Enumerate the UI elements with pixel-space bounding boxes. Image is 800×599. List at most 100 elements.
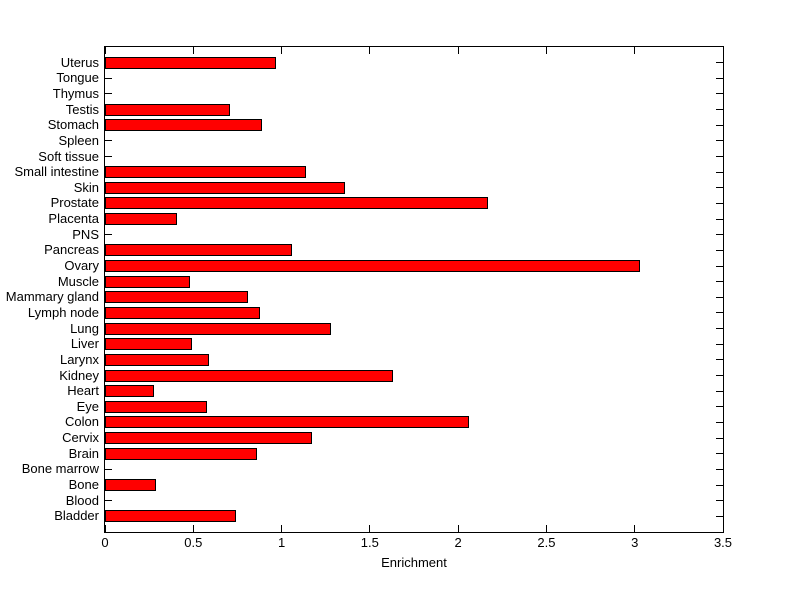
x-axis-tick-label: 1.5: [360, 535, 379, 550]
y-tick-mark: [105, 93, 112, 95]
y-tick-mark: [105, 77, 112, 79]
y-tick-mark: [716, 218, 723, 220]
y-tick-mark: [716, 187, 723, 189]
y-axis-label-kidney: Kidney: [59, 367, 99, 383]
y-tick-mark: [716, 421, 723, 423]
y-tick-mark: [716, 124, 723, 126]
bar-larynx: [105, 353, 210, 366]
x-axis-tick-label: 0: [101, 535, 109, 550]
bar-uterus: [105, 56, 277, 69]
y-axis-labels: Uterus Tongue Thymus Testis Stomach Spleen Sof…: [0, 47, 99, 532]
y-tick-mark: [716, 296, 723, 298]
x-tick-mark: [369, 47, 371, 54]
y-tick-mark: [716, 234, 723, 236]
bar-lymph-node: [105, 306, 261, 319]
x-tick-mark: [457, 47, 459, 54]
bar-lung: [105, 322, 331, 335]
x-tick-mark: [104, 525, 106, 532]
y-tick-mark: [716, 406, 723, 408]
bar-colon: [105, 416, 469, 429]
x-tick-mark: [634, 47, 636, 54]
y-tick-mark: [716, 468, 723, 470]
y-axis-label-uterus: Uterus: [60, 54, 99, 70]
y-axis-label-stomach: Stomach: [47, 117, 99, 133]
bar-kidney: [105, 369, 393, 382]
bar-brain: [105, 447, 257, 460]
y-tick-mark: [105, 140, 112, 142]
y-axis-label-bladder: Bladder: [54, 508, 99, 524]
x-axis-title: Enrichment: [381, 555, 447, 570]
y-tick-mark: [716, 62, 723, 64]
y-axis-label-prostate: Prostate: [50, 195, 99, 211]
y-tick-mark: [716, 500, 723, 502]
y-axis-label-thymus: Thymus: [52, 85, 99, 101]
y-axis-label-small-intestine: Small intestine: [14, 164, 99, 180]
y-axis-label-eye: Eye: [76, 398, 99, 414]
y-tick-mark: [716, 437, 723, 439]
y-axis-label-blood: Blood: [65, 492, 99, 508]
bar-pancreas: [105, 244, 293, 257]
y-tick-mark: [716, 171, 723, 173]
x-tick-mark: [722, 47, 724, 54]
y-tick-mark: [716, 77, 723, 79]
x-axis-tick-label: 3: [631, 535, 639, 550]
y-tick-mark: [716, 375, 723, 377]
y-axis-label-bone: Bone: [68, 477, 99, 493]
y-tick-mark: [716, 453, 723, 455]
x-tick-mark: [369, 525, 371, 532]
y-axis-label-muscle: Muscle: [57, 273, 99, 289]
y-axis-label-brain: Brain: [68, 445, 99, 461]
x-tick-mark: [192, 525, 194, 532]
y-axis-label-lymph-node: Lymph node: [27, 304, 99, 320]
x-axis-tick-label: 1: [277, 535, 286, 550]
y-axis-label-skin: Skin: [73, 179, 99, 195]
y-axis-label-spleen: Spleen: [58, 132, 99, 148]
y-tick-mark: [716, 265, 723, 267]
x-axis-tick-label: 2: [454, 535, 462, 550]
y-axis-label-testis: Testis: [65, 101, 99, 117]
y-axis-label-heart: Heart: [67, 383, 99, 399]
x-tick-mark: [281, 47, 283, 54]
y-tick-mark: [716, 93, 723, 95]
bar-heart: [105, 385, 155, 398]
x-tick-mark: [634, 525, 636, 532]
bar-testis: [105, 103, 231, 116]
y-tick-mark: [716, 484, 723, 486]
y-tick-mark: [105, 234, 112, 236]
y-axis-label-soft-tissue: Soft tissue: [38, 148, 99, 164]
y-tick-mark: [716, 312, 723, 314]
y-axis-label-colon: Colon: [65, 414, 99, 430]
y-axis-label-liver: Liver: [70, 336, 99, 352]
x-tick-mark: [722, 525, 724, 532]
y-axis-label-mammary-gland: Mammary gland: [5, 289, 99, 305]
bar-small-intestine: [105, 166, 307, 179]
y-axis-label-tongue: Tongue: [56, 70, 99, 86]
y-tick-mark: [716, 140, 723, 142]
bar-skin: [105, 181, 346, 194]
y-tick-mark: [716, 281, 723, 283]
y-tick-mark: [105, 500, 112, 502]
y-tick-mark: [716, 343, 723, 345]
y-tick-mark: [716, 202, 723, 204]
x-tick-mark: [545, 47, 547, 54]
y-tick-mark: [716, 328, 723, 330]
bar-bone: [105, 479, 157, 492]
y-tick-mark: [716, 359, 723, 361]
y-tick-mark: [716, 515, 723, 517]
y-tick-mark: [105, 156, 112, 158]
y-axis-label-pns: PNS: [72, 226, 99, 242]
x-axis-tick-label: 2.5: [537, 535, 556, 550]
plot-area: [104, 46, 724, 533]
y-tick-mark: [716, 156, 723, 158]
y-axis-label-ovary: Ovary: [64, 258, 99, 274]
x-axis-tick-label: 0.5: [184, 535, 203, 550]
y-tick-mark: [105, 468, 112, 470]
y-tick-mark: [716, 249, 723, 251]
y-axis-label-lung: Lung: [70, 320, 99, 336]
bar-mammary-gland: [105, 291, 249, 304]
y-tick-mark: [716, 390, 723, 392]
bar-ovary: [105, 260, 640, 273]
bar-muscle: [105, 275, 190, 288]
bar-prostate: [105, 197, 489, 210]
